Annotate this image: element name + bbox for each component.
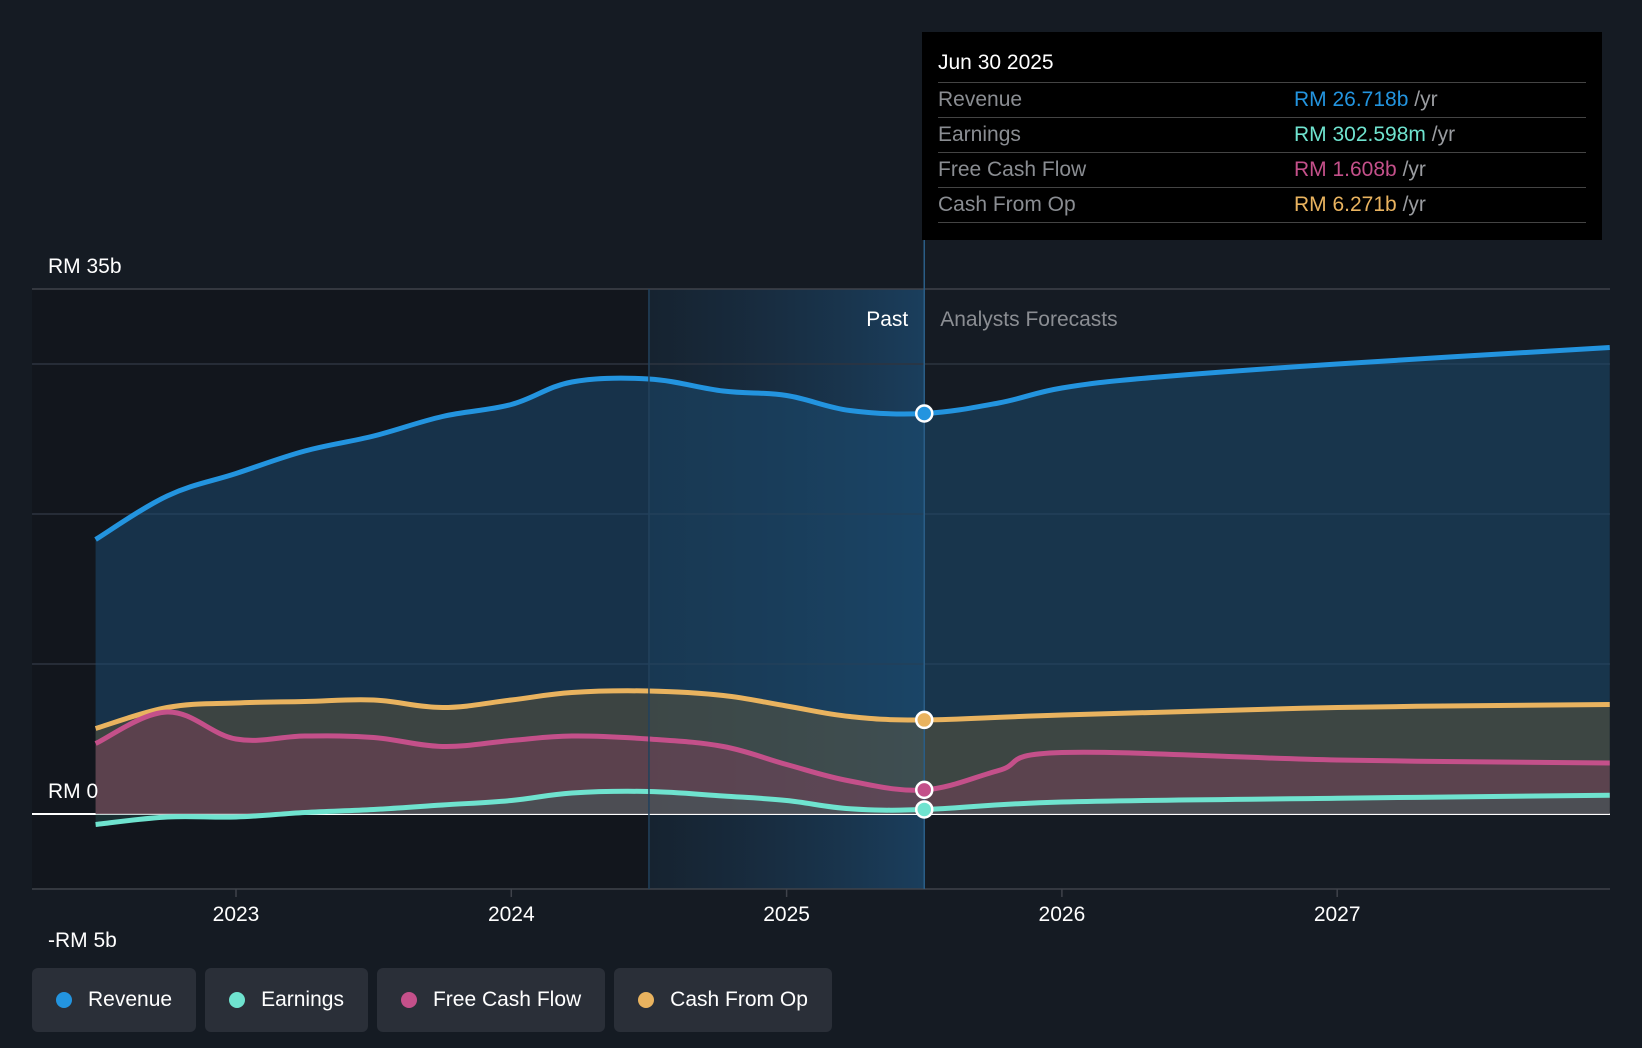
tooltip-row-free-cash-flow: Free Cash Flow RM 1.608b /yr xyxy=(938,153,1586,188)
tooltip: Jun 30 2025 Revenue RM 26.718b /yr Earni… xyxy=(922,32,1602,240)
x-tick-label: 2025 xyxy=(763,903,810,926)
legend: Revenue Earnings Free Cash Flow Cash Fro… xyxy=(32,968,832,1032)
cash-from-op-marker xyxy=(915,710,934,730)
x-tick-label: 2027 xyxy=(1314,903,1361,926)
revenue-line xyxy=(94,345,1610,542)
x-tick-label: 2023 xyxy=(213,903,260,926)
tooltip-label: Free Cash Flow xyxy=(938,158,1087,181)
legend-label: Cash From Op xyxy=(670,988,808,1011)
tooltip-date: Jun 30 2025 xyxy=(938,48,1586,83)
legend-label: Revenue xyxy=(88,988,173,1011)
tooltip-row-cash-from-op: Cash From Op RM 6.271b /yr xyxy=(938,188,1586,223)
tooltip-value: RM 1.608b xyxy=(1294,158,1397,181)
tooltip-value: RM 302.598m xyxy=(1294,123,1426,146)
earnings-line xyxy=(95,788,1610,827)
legend-item-revenue[interactable]: Revenue xyxy=(32,968,197,1032)
cash-from-op-line xyxy=(94,688,1610,731)
earnings-marker xyxy=(915,800,934,819)
earnings-dot-icon xyxy=(229,992,246,1008)
revenue-dot-icon xyxy=(56,992,72,1008)
legend-item-earnings[interactable]: Earnings xyxy=(205,968,368,1032)
tooltip-row-revenue: Revenue RM 26.718b /yr xyxy=(938,83,1586,118)
x-tick-label: 2024 xyxy=(488,903,535,926)
tooltip-unit: /yr xyxy=(1431,123,1456,146)
free-cash-flow-dot-icon xyxy=(400,992,417,1008)
tooltip-unit: /yr xyxy=(1402,158,1426,181)
legend-item-cash-from-op[interactable]: Cash From Op xyxy=(614,968,832,1032)
legend-item-free-cash-flow[interactable]: Free Cash Flow xyxy=(376,968,606,1032)
cash-from-op-area xyxy=(95,690,1610,814)
tooltip-value: RM 6.271b xyxy=(1294,193,1397,216)
free-cash-flow-marker xyxy=(915,780,934,800)
y-tick-label: RM 35b xyxy=(48,255,122,278)
free-cash-flow-line xyxy=(94,709,1610,793)
tooltip-unit: /yr xyxy=(1414,88,1438,111)
tooltip-value: RM 26.718b xyxy=(1294,88,1409,111)
revenue-area xyxy=(95,347,1610,814)
cash-from-op-dot-icon xyxy=(638,992,655,1008)
forecast-label: Analysts Forecasts xyxy=(940,308,1117,331)
legend-label: Earnings xyxy=(261,988,344,1011)
y-tick-label: -RM 5b xyxy=(48,929,117,952)
tooltip-row-earnings: Earnings RM 302.598m /yr xyxy=(938,118,1586,153)
free-cash-flow-area xyxy=(95,711,1610,814)
tooltip-unit: /yr xyxy=(1402,193,1426,216)
y-tick-label: RM 0 xyxy=(48,780,98,803)
tooltip-label: Revenue xyxy=(938,88,1023,111)
tooltip-label: Earnings xyxy=(938,123,1021,146)
x-tick-label: 2026 xyxy=(1039,903,1086,926)
tooltip-label: Cash From Op xyxy=(938,193,1076,216)
past-label: Past xyxy=(866,308,908,331)
legend-label: Free Cash Flow xyxy=(432,988,582,1011)
revenue-marker xyxy=(915,404,934,423)
